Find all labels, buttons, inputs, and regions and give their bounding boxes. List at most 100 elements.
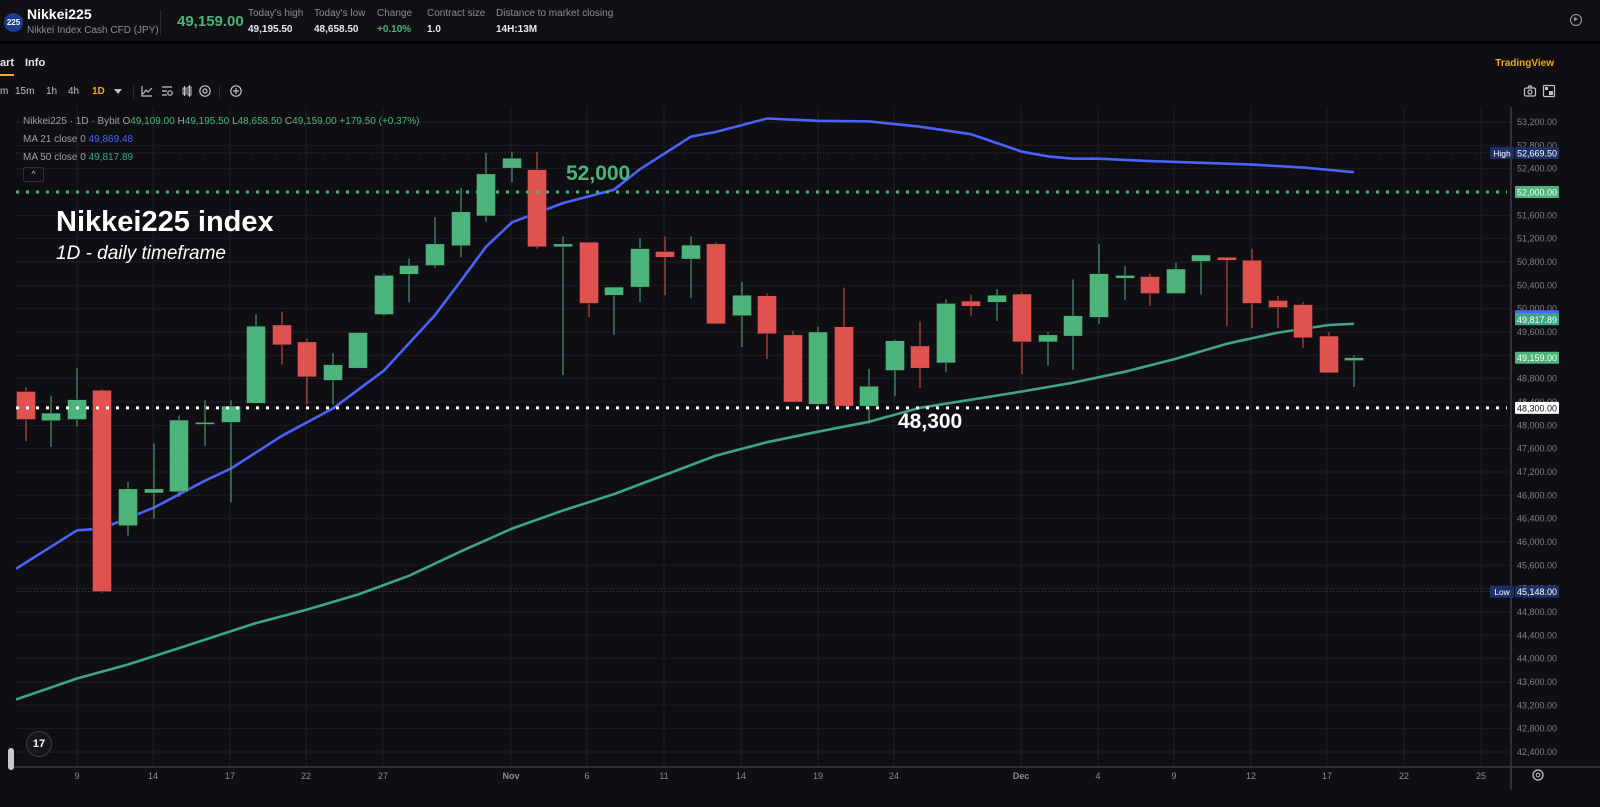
candle-up[interactable] (451, 211, 471, 246)
candle-up[interactable] (1063, 315, 1083, 337)
timeframe-15m[interactable]: 15m (15, 86, 35, 97)
candle-type-icon[interactable] (180, 84, 194, 98)
candle-up[interactable] (246, 325, 266, 404)
legend-ma50-row[interactable]: MA 50 close 0 49,817.89 (23, 152, 134, 163)
candle-down[interactable] (1012, 293, 1032, 343)
candle-down[interactable] (1293, 304, 1313, 339)
price-label-text: 49,817.89 (1517, 315, 1557, 325)
price-label-tag (1490, 585, 1514, 598)
candle-up[interactable] (1115, 275, 1135, 279)
candle-up[interactable] (732, 295, 752, 316)
price-tick: 52,400.00 (1517, 164, 1557, 174)
timeframe-4h[interactable]: 4h (68, 86, 80, 97)
symbol-name[interactable]: Nikkei225 (27, 6, 92, 22)
candle-up[interactable] (323, 364, 343, 381)
candle-up[interactable] (936, 303, 956, 364)
tradingview-logo[interactable]: 17 (26, 731, 52, 757)
candle-down[interactable] (16, 391, 36, 420)
chart-settings-icon[interactable] (160, 84, 174, 98)
candle-up[interactable] (221, 405, 241, 423)
candle-up[interactable] (502, 157, 522, 169)
candle-down[interactable] (1217, 257, 1237, 261)
timeframe-1h[interactable]: 1h (46, 86, 58, 97)
legend-main-row: Nikkei225 · 1D · Bybit O49,109.00 H49,19… (23, 116, 420, 127)
caret-down-icon[interactable] (111, 84, 125, 98)
legend-collapse-button[interactable]: ^ (23, 167, 44, 182)
candle-up[interactable] (67, 399, 87, 420)
camera-icon[interactable] (1523, 84, 1537, 98)
candle-up[interactable] (1038, 334, 1058, 343)
candle-up[interactable] (1344, 357, 1364, 361)
indicator-chart-icon[interactable] (140, 84, 154, 98)
timeframe-1d[interactable]: 1D (92, 86, 105, 97)
price-tick: 47,600.00 (1517, 444, 1557, 454)
legend-ma21-row[interactable]: MA 21 close 0 49,869.48 (23, 134, 134, 145)
time-tick: 22 (1399, 771, 1409, 781)
candle-down[interactable] (272, 324, 292, 346)
candle-up[interactable] (169, 419, 189, 493)
candle-up[interactable] (399, 265, 419, 275)
target-icon[interactable] (198, 84, 212, 98)
candle-down[interactable] (757, 295, 777, 334)
candle-down[interactable] (910, 345, 930, 369)
stat-contract-size: Contract size 1.0 (427, 8, 486, 35)
candle-down[interactable] (961, 300, 981, 307)
time-tick: 22 (301, 771, 311, 781)
candle-down[interactable] (1319, 335, 1339, 374)
price-label-tag (1490, 146, 1514, 159)
price-tick: 42,800.00 (1517, 724, 1557, 734)
add-icon[interactable] (229, 84, 243, 98)
candle-up[interactable] (553, 243, 573, 248)
candle-down[interactable] (297, 341, 317, 378)
symbol-description: Nikkei Index Cash CFD (JPY) (27, 25, 159, 36)
candle-up[interactable] (374, 275, 394, 315)
time-axis[interactable]: 9 14 17 22 27 Nov 6 11 14 19 24 Dec 4 9 12 17 22 25 (74, 771, 1486, 781)
price-tick: 45,600.00 (1517, 560, 1557, 570)
candle-up[interactable] (885, 340, 905, 371)
candle-up[interactable] (987, 295, 1007, 303)
price-tick: 48,000.00 (1517, 420, 1557, 430)
candle-up[interactable] (630, 248, 650, 288)
candle-down[interactable] (1268, 300, 1288, 308)
candle-down[interactable] (834, 326, 854, 407)
price-label (1515, 146, 1559, 159)
price-axis[interactable]: 53,200.00 52,800.00 52,400.00 52,000.00 51,6… (1517, 117, 1557, 757)
candle-down[interactable] (527, 169, 547, 248)
ma50-line (15, 322, 1355, 701)
candle-down[interactable] (1140, 276, 1160, 294)
candle-down[interactable] (1242, 260, 1262, 304)
candle-down[interactable] (783, 334, 803, 403)
play-circle-icon[interactable] (1570, 14, 1582, 26)
fullscreen-icon[interactable] (1542, 84, 1556, 98)
candle-down[interactable] (579, 241, 599, 304)
tradingview-brand[interactable]: TradingView (1495, 58, 1554, 69)
candle-up[interactable] (144, 488, 164, 494)
tab-chart[interactable]: art (0, 57, 15, 76)
toolbar-divider (219, 85, 220, 99)
timeframe-m[interactable]: m (0, 86, 9, 97)
candle-up[interactable] (681, 244, 701, 260)
candle-down[interactable] (92, 390, 112, 592)
scroll-handle[interactable] (8, 748, 14, 770)
axis-settings-icon[interactable] (1532, 769, 1544, 781)
time-tick: Nov (502, 771, 519, 781)
candle-up[interactable] (859, 386, 879, 407)
candle-down[interactable] (706, 243, 726, 325)
candle-up[interactable] (808, 331, 828, 405)
candle-up[interactable] (604, 286, 624, 296)
candle-up[interactable] (1089, 273, 1109, 318)
candle-up[interactable] (118, 488, 138, 526)
price-tick: 50,400.00 (1517, 280, 1557, 290)
candle-up[interactable] (41, 412, 61, 421)
candle-down[interactable] (655, 251, 675, 258)
candles (16, 151, 1364, 593)
candle-up[interactable] (1166, 268, 1186, 294)
candle-up[interactable] (1191, 254, 1211, 262)
candle-up[interactable] (476, 173, 496, 217)
candle-up[interactable] (425, 243, 445, 266)
tab-info[interactable]: Info (25, 57, 46, 69)
candle-up[interactable] (195, 422, 215, 425)
candle-up[interactable] (348, 332, 368, 369)
price-tick: 53,200.00 (1517, 117, 1557, 127)
